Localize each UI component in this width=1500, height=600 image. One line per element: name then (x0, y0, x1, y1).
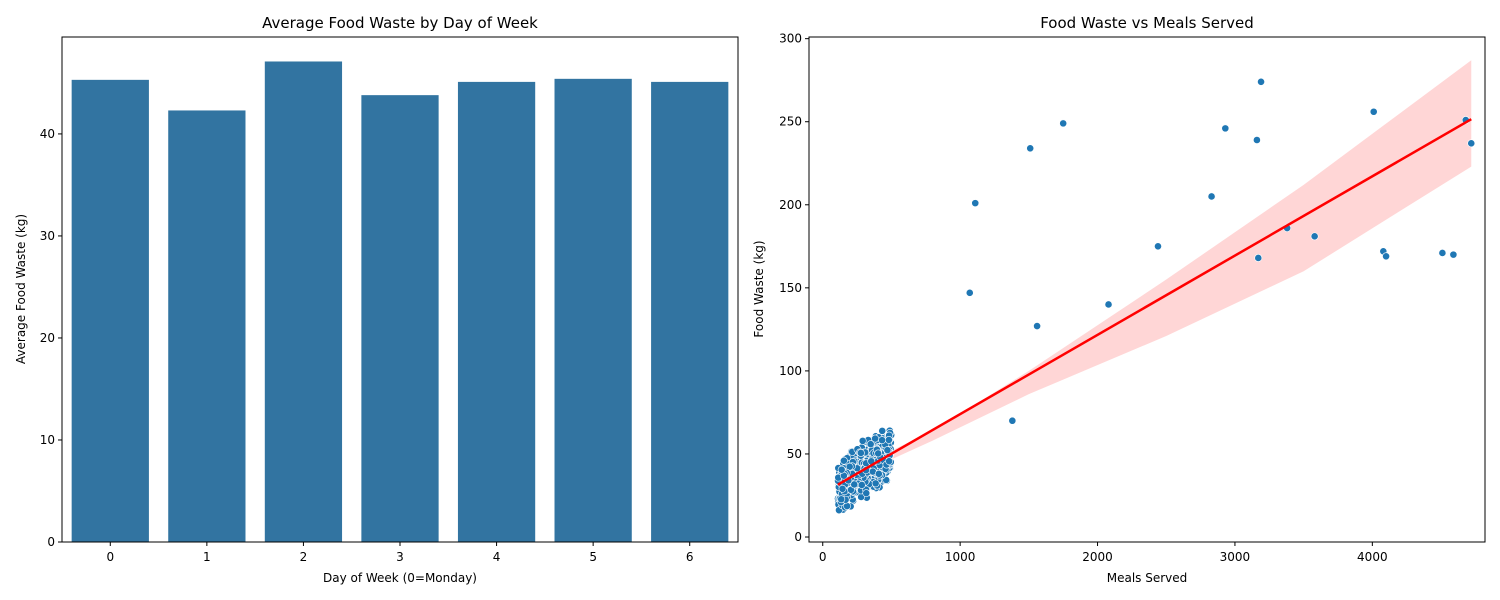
bar-x-tick-label: 3 (396, 550, 404, 564)
bar-3 (361, 95, 439, 542)
scatter-points (834, 77, 1476, 515)
scatter-point (1026, 144, 1035, 153)
scatter-point (866, 440, 875, 449)
bar-marks (71, 61, 729, 543)
bar-y-ticks: 0 10 20 30 40 (40, 127, 62, 549)
confidence-band (837, 60, 1472, 493)
bar-y-tick-label: 40 (40, 127, 55, 141)
scatter-point (862, 489, 871, 498)
scatter-point (837, 465, 846, 474)
bar-y-tick-label: 30 (40, 229, 55, 243)
scatter-point (878, 436, 886, 445)
bar-x-tick-label: 5 (589, 550, 597, 564)
scatter-point (856, 449, 865, 457)
bar-1 (168, 110, 246, 543)
scatter-x-tick-label: 1000 (945, 550, 976, 564)
scatter-y-tick-label: 50 (787, 447, 802, 461)
regression-ci-band (837, 60, 1472, 493)
scatter-point (1008, 416, 1017, 425)
scatter-y-tick-label: 250 (779, 115, 802, 129)
scatter-chart-title: Food Waste vs Meals Served (1040, 14, 1254, 32)
bar-4 (457, 81, 536, 542)
scatter-point (1449, 250, 1458, 259)
bar-x-tick-label: 2 (300, 550, 308, 564)
scatter-x-tick-label: 2000 (1082, 550, 1113, 564)
scatter-point (1382, 252, 1390, 261)
scatter-x-tick-label: 4000 (1357, 550, 1388, 564)
scatter-point (1221, 124, 1230, 133)
scatter-point (858, 436, 867, 445)
scatter-point (1104, 300, 1113, 309)
scatter-x-ticks: 0 1000 2000 3000 4000 (819, 542, 1388, 564)
fit-line (837, 118, 1472, 486)
scatter-point (850, 480, 859, 489)
bar-x-tick-label: 6 (686, 550, 694, 564)
scatter-point (871, 479, 880, 488)
scatter-x-tick-label: 0 (819, 550, 827, 564)
scatter-y-tick-label: 200 (779, 198, 802, 212)
scatter-y-tick-label: 0 (794, 530, 802, 544)
bar-x-ticks: 0 1 2 3 4 5 6 (106, 542, 694, 564)
scatter-point (1059, 119, 1068, 128)
scatter-point (1253, 136, 1261, 144)
scatter-point (837, 495, 846, 504)
scatter-point (883, 446, 892, 455)
bar-2 (264, 61, 343, 542)
scatter-x-axis-label: Meals Served (1107, 571, 1188, 585)
scatter-point (1467, 139, 1476, 148)
scatter-point (965, 288, 974, 297)
bar-5 (554, 78, 632, 543)
scatter-y-ticks: 0 50 100 150 200 250 300 (779, 32, 809, 544)
scatter-point (840, 456, 848, 465)
bar-y-tick-label: 20 (40, 331, 55, 345)
scatter-point (1033, 322, 1041, 330)
bar-y-tick-label: 0 (47, 535, 55, 549)
scatter-point (838, 484, 847, 493)
scatter-point (1257, 77, 1265, 86)
scatter-y-tick-label: 150 (779, 281, 802, 295)
scatter-point (885, 457, 894, 466)
bar-x-axis-label: Day of Week (0=Monday) (323, 571, 477, 585)
bar-y-axis-label: Average Food Waste (kg) (14, 214, 28, 364)
scatter-y-tick-label: 300 (779, 32, 802, 46)
scatter-point (1438, 249, 1447, 257)
bar-0 (71, 79, 149, 543)
scatter-point (1369, 107, 1378, 116)
bar-chart: Average Food Waste by Day of Week 010203… (14, 14, 739, 585)
bar-plot-frame (61, 36, 739, 543)
bar-6 (651, 81, 729, 542)
scatter-point (857, 481, 866, 489)
scatter-point (878, 426, 887, 435)
scatter-point (884, 436, 893, 444)
scatter-point (874, 469, 883, 478)
scatter-x-tick-label: 3000 (1220, 550, 1251, 564)
scatter-point (1254, 254, 1263, 262)
scatter-point (1207, 192, 1216, 201)
scatter-point (1154, 242, 1162, 251)
scatter-chart: Food Waste vs Meals Served 0 50 100 150 200 2… (752, 14, 1486, 585)
scatter-point (971, 199, 980, 208)
scatter-plot-frame (808, 36, 1486, 543)
bar-x-tick-label: 1 (203, 550, 211, 564)
scatter-point (874, 449, 883, 458)
bar-chart-title: Average Food Waste by Day of Week (262, 14, 538, 32)
regression-line (837, 118, 1472, 486)
scatter-y-tick-label: 100 (779, 364, 802, 378)
scatter-y-axis-label: Food Waste (kg) (752, 240, 766, 337)
bar-x-tick-label: 4 (493, 550, 501, 564)
scatter-point (1310, 232, 1319, 241)
bar-y-tick-label: 10 (40, 433, 55, 447)
bar-x-tick-label: 0 (106, 550, 114, 564)
